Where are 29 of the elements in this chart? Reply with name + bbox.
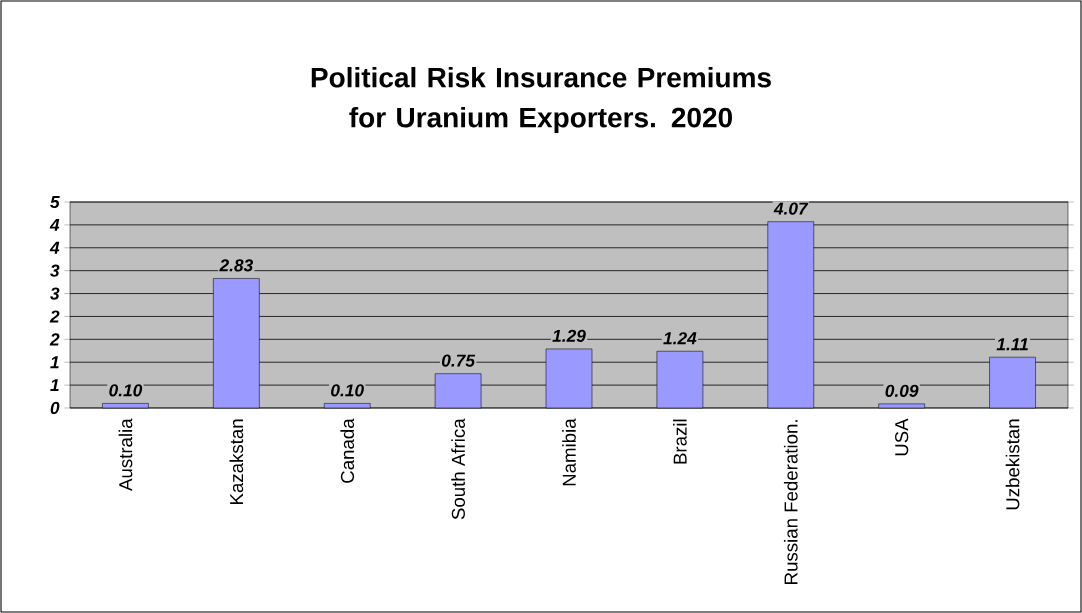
data-label: 0.10: [331, 384, 364, 397]
y-tick-label: 0: [50, 401, 60, 415]
y-tick-label: 2: [49, 333, 60, 346]
data-label: 4.07: [773, 202, 809, 215]
x-tick-label: Russian Federation.: [783, 420, 798, 584]
y-tick-label: 4: [49, 241, 60, 254]
x-tick-label: South Africa: [451, 418, 465, 520]
x-tick-label: Australia: [118, 418, 133, 491]
y-tick-label: 1: [50, 356, 59, 369]
data-label: 1.11: [996, 338, 1028, 351]
data-label: 0.09: [885, 384, 919, 397]
x-tick-label: USA: [895, 418, 909, 456]
data-label: 1.24: [663, 332, 697, 345]
y-tick-label: 1: [50, 379, 59, 392]
y-tick-label: 3: [50, 264, 60, 277]
x-tick-label: Kazakstan: [229, 419, 244, 505]
data-label: 0.10: [109, 384, 143, 397]
y-tick-label: 2: [49, 310, 60, 323]
x-tick-label: Brazil: [673, 419, 687, 464]
data-label: 2.83: [219, 259, 254, 272]
x-tick-label: Namibia: [562, 418, 576, 486]
chart-title: Political Risk Insurance Premiums for Uranium Exporters. 2020: [311, 66, 771, 134]
y-tick-label: 3: [50, 287, 60, 300]
x-tick-label: Uzbekistan: [1005, 419, 1020, 510]
data-label: 0.75: [441, 354, 476, 367]
x-tick-label: Canada: [340, 418, 355, 483]
y-tick-label: 5: [50, 195, 60, 209]
data-label: 1.29: [552, 329, 586, 342]
y-tick-label: 4: [49, 218, 60, 231]
